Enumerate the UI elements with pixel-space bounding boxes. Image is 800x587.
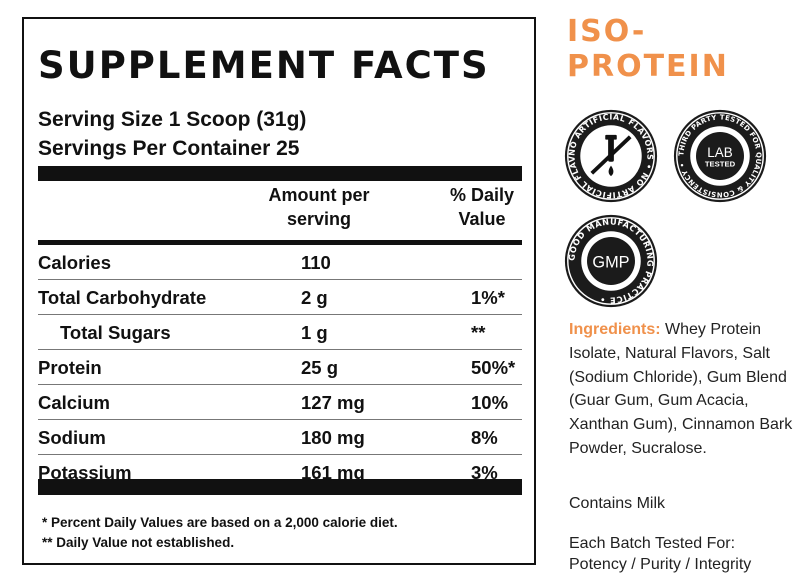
nutrient-dv: 50%* [471, 357, 516, 378]
facts-title: SUPPLEMENT FACTS [38, 44, 490, 87]
header-amount: Amount per serving [268, 185, 370, 229]
nutrient-amount: 25 g [301, 357, 339, 378]
nutrient-dv: 3% [471, 462, 498, 483]
nutrient-row: Total Carbohydrate 2 g 1%* [38, 280, 522, 315]
nutrient-name: Protein [38, 357, 102, 378]
ingredients: Ingredients: Whey Protein Isolate, Natur… [569, 318, 795, 461]
nutrient-dv: 8% [471, 427, 498, 448]
nutrient-amount: 161 mg [301, 462, 365, 483]
nutrient-name: Total Sugars [60, 322, 171, 343]
nutrient-row: Calories 110 [38, 245, 522, 280]
no-artificial-flavors-icon: NO ARTIFICIAL FLAVORS • NO ARTIFICIAL FL… [563, 108, 658, 203]
nutrient-dv: 10% [471, 392, 509, 413]
serving-size: Serving Size 1 Scoop (31g) [38, 108, 307, 131]
svg-text:TESTED: TESTED [705, 160, 736, 169]
gmp-badge: GOOD MANUFACTURING PRACTICE • GMP [563, 213, 659, 309]
svg-text:GMP: GMP [592, 254, 629, 272]
divider-header [38, 240, 522, 245]
footnote-daily-values: * Percent Daily Values are based on a 2,… [42, 515, 398, 530]
nutrient-row: Potassium 161 mg 3% [38, 455, 522, 489]
nutrient-name: Total Carbohydrate [38, 287, 207, 308]
batch-tested: Each Batch Tested For: Potency / Purity … [569, 533, 751, 575]
header-daily-value: % Daily Value [449, 185, 515, 229]
serving-info: Serving Size 1 Scoop (31g) Servings Per … [38, 105, 306, 163]
nutrient-dv: 1%* [471, 287, 505, 308]
nutrient-amount: 127 mg [301, 392, 365, 413]
divider-thick-bottom [38, 479, 522, 495]
batch-tested-line2: Potency / Purity / Integrity [569, 556, 752, 573]
servings-per-container: Servings Per Container 25 [38, 137, 300, 160]
nutrient-amount: 180 mg [301, 427, 365, 448]
nutrient-row: Sodium 180 mg 8% [38, 420, 522, 455]
allergen-notice: Contains Milk [569, 495, 666, 512]
divider-thick-top [38, 166, 522, 181]
batch-tested-line1: Each Batch Tested For: [569, 535, 736, 552]
nutrient-dv: ** [471, 322, 486, 343]
nutrient-row: Protein 25 g 50%* [38, 350, 522, 385]
product-title-line1: ISO- [567, 14, 647, 49]
nutrient-name: Calcium [38, 392, 110, 413]
gmp-icon: GOOD MANUFACTURING PRACTICE • GMP [564, 214, 658, 308]
nutrient-name: Sodium [38, 427, 106, 448]
ingredients-label: Ingredients: [569, 321, 661, 338]
footnotes: * Percent Daily Values are based on a 2,… [42, 513, 398, 553]
lab-tested-badge: THIRD PARTY TESTED FOR QUALITY & CONSIST… [672, 108, 768, 204]
product-title-line2: PROTEIN [567, 49, 729, 84]
nutrient-table: Calories 110 Total Carbohydrate 2 g 1%* … [38, 245, 522, 489]
footnote-not-established: ** Daily Value not established. [42, 535, 235, 550]
svg-text:LAB: LAB [707, 145, 732, 160]
supplement-facts-panel: SUPPLEMENT FACTS Serving Size 1 Scoop (3… [22, 17, 536, 565]
nutrient-row: Total Sugars 1 g ** [38, 315, 522, 350]
lab-tested-icon: THIRD PARTY TESTED FOR QUALITY & CONSIST… [673, 109, 767, 203]
nutrient-amount: 1 g [301, 322, 328, 343]
nutrient-amount: 110 [301, 252, 331, 273]
ingredients-text: Whey Protein Isolate, Natural Flavors, S… [569, 321, 793, 457]
nutrient-name: Potassium [38, 462, 132, 483]
no-artificial-flavors-badge: NO ARTIFICIAL FLAVORS • NO ARTIFICIAL FL… [563, 108, 659, 204]
nutrient-row: Calcium 127 mg 10% [38, 385, 522, 420]
nutrient-name: Calories [38, 252, 112, 273]
product-title: ISO- PROTEIN [567, 14, 729, 84]
nutrient-amount: 2 g [301, 287, 328, 308]
